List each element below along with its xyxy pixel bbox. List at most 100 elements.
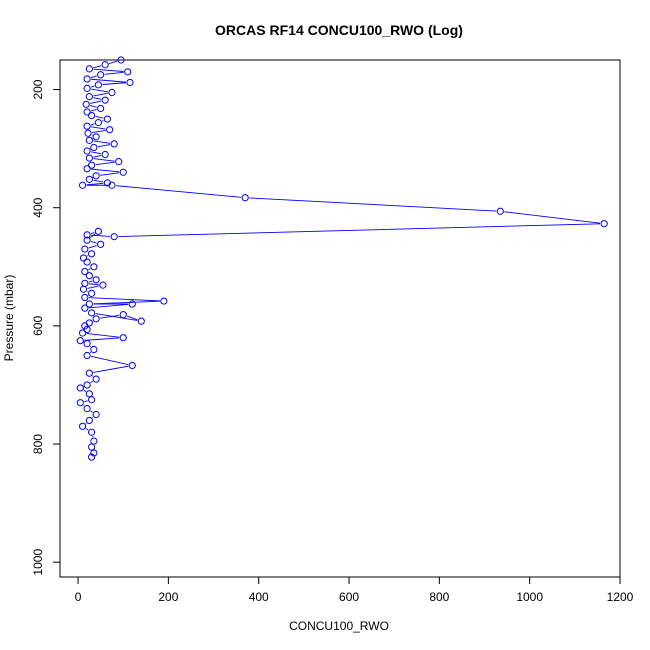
data-point [88,453,96,461]
series-line-segment [84,337,120,341]
data-point [97,240,105,248]
y-tick-label: 800 [31,434,45,454]
data-point [88,428,96,436]
data-point [88,443,96,451]
data-point [110,233,118,241]
chart-title: ORCAS RF14 CONCU100_RWO (Log) [215,22,463,38]
data-point [85,300,93,308]
data-point [124,68,132,76]
data-point [85,369,93,377]
series-line-segment [88,297,160,302]
data-point [78,329,87,337]
series-line-segment [92,416,94,419]
data-point [83,108,91,116]
series-line-segment [93,179,104,183]
data-point [128,361,136,370]
data-point [99,281,107,289]
data-point [81,245,89,253]
series-line-segment [118,223,601,238]
x-tick-label: 200 [158,590,178,604]
data-point [117,56,125,64]
data-point [83,75,91,83]
data-point [81,293,89,302]
data-point [119,311,127,319]
data-point [106,126,114,134]
data-point [90,345,98,354]
series-line-segment [93,158,115,162]
data-point [97,71,105,79]
data-point [101,96,109,104]
data-point [94,81,102,89]
data-point [85,65,93,73]
series-line-segment [90,240,97,244]
data-point [83,325,91,334]
data-point [81,322,89,330]
data-point [85,175,93,183]
series-line-segment [95,313,138,321]
series-line-segment [91,355,129,366]
series-line-segment [93,140,111,144]
data-point [103,115,112,123]
series-line-segment [126,315,138,321]
data-point [83,84,91,92]
data-point [92,375,100,383]
series-line-segment [87,285,99,289]
data-point [81,267,89,276]
series-line-segment [91,88,108,93]
data-point [90,437,98,445]
data-point [78,422,87,430]
series-line-segment [84,400,88,403]
data-point [76,384,84,392]
series-line-segment [89,351,92,354]
data-point [83,231,91,239]
series-line-segment [93,365,129,373]
data-point [83,340,91,348]
series-line-segment [93,300,160,305]
series-line-segment [102,120,104,122]
series-line-segment [91,78,126,83]
data-point [83,351,91,360]
x-tick-label: 400 [249,590,269,604]
data-point [92,276,100,284]
data-point [92,133,100,141]
data-point [97,104,105,113]
data-point [85,154,93,162]
series-line-segment [85,428,89,431]
series-line-segment [102,82,126,85]
y-tick-label: 600 [31,316,45,336]
data-point [88,289,96,297]
data-point [600,220,608,228]
data-point [92,315,100,323]
data-point [88,396,96,404]
data-point [88,161,96,169]
data-point [85,136,93,144]
data-point [78,181,87,189]
data-point [85,272,93,280]
data-point [85,319,93,327]
x-axis-label: CONCU100_RWO [289,619,389,633]
series-line-segment [86,333,120,338]
x-axis: 0 200 400 600 800 1000 1200 [75,576,634,604]
data-point [110,140,118,148]
series-line-segment [90,105,97,108]
data-point [83,258,91,266]
y-axis: 200 400 600 800 1000 [31,79,61,576]
plot-area [76,56,608,461]
series-line-segment [100,172,120,176]
data-point [90,449,98,457]
data-point [76,337,84,345]
series-line-segment [92,375,94,377]
series-line-segment [90,100,102,104]
series-line-segment [95,115,104,119]
series-line-segment [90,109,97,112]
data-point [88,111,96,120]
series-line-segment [93,154,102,158]
series-line-segment [83,405,85,407]
data-point [92,172,100,180]
data-point [137,317,145,325]
series-line-segment [91,129,106,134]
series-line-segment [93,92,108,97]
series-line-segment [88,280,93,283]
series-line-segment [86,182,104,186]
